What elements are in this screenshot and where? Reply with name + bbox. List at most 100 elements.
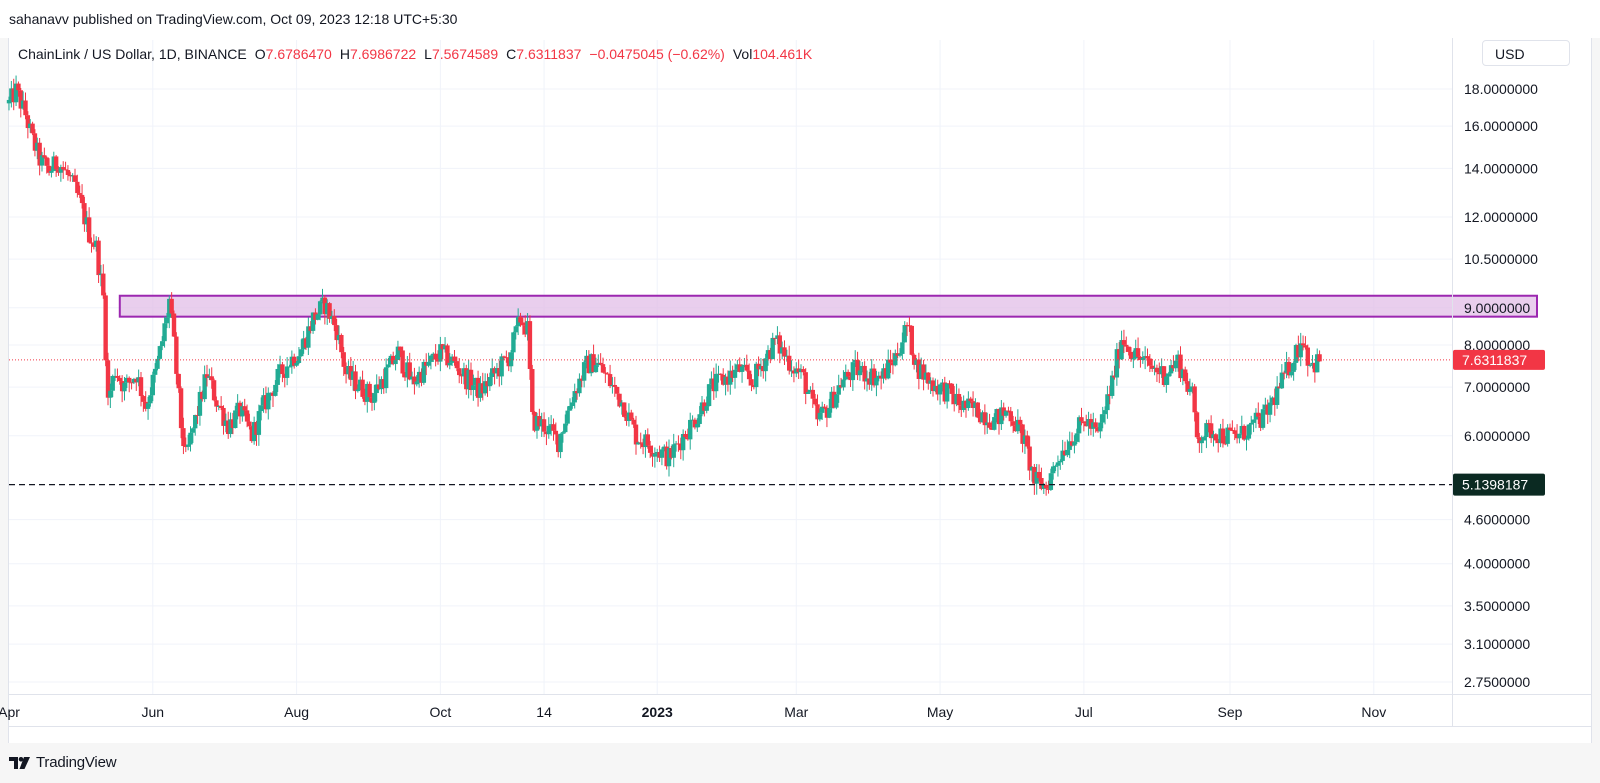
candle-body	[190, 428, 196, 433]
candle-body	[942, 382, 947, 402]
candle-body	[742, 364, 747, 367]
candle-body	[200, 391, 205, 400]
candle-body	[372, 393, 377, 403]
candle-body	[820, 406, 825, 413]
candle-body	[805, 392, 811, 394]
candle-body	[949, 383, 955, 394]
candle-body	[119, 381, 125, 392]
candle-body	[1161, 366, 1167, 386]
candle-body	[869, 368, 874, 385]
x-tick-label: Jul	[1075, 704, 1093, 720]
candle-body	[574, 391, 580, 394]
candle-body	[902, 325, 907, 343]
candle-body	[657, 452, 662, 458]
candle-body	[1223, 443, 1228, 445]
candle-body	[454, 361, 460, 369]
resistance-zone-rect[interactable]	[118, 294, 1538, 318]
candle-body	[732, 369, 738, 378]
publish-header: sahanavv published on TradingView.com, O…	[0, 0, 1600, 38]
candle-body	[112, 375, 118, 377]
low-value: 7.5674589	[431, 46, 499, 62]
candle-body	[447, 362, 452, 366]
x-tick-label: May	[927, 704, 953, 720]
candle-body	[414, 381, 419, 385]
candle-body	[18, 90, 23, 109]
candle-body	[876, 375, 881, 378]
candle-body	[886, 359, 891, 379]
candle-body	[117, 377, 122, 382]
candle-body	[1105, 394, 1110, 411]
tradingview-logo[interactable]: TradingView	[9, 754, 117, 772]
candle-body	[1133, 348, 1138, 359]
candle-body	[860, 365, 865, 371]
candle-body	[197, 391, 203, 416]
candle-body	[405, 362, 410, 378]
candle-body	[975, 402, 980, 418]
candle-body	[1015, 419, 1021, 432]
candle-body	[1112, 375, 1117, 378]
candle-body	[1232, 430, 1237, 434]
candle-body	[973, 402, 978, 408]
candle-body	[438, 344, 443, 362]
candle-body	[893, 353, 898, 366]
candle-body	[688, 419, 693, 440]
candle-body	[58, 167, 64, 173]
candle-body	[310, 312, 316, 331]
candle-body	[855, 359, 860, 376]
candle-body	[650, 452, 655, 457]
candle-body	[603, 372, 608, 374]
candle-body	[1152, 367, 1157, 369]
currency-selector-button[interactable]: USD	[1482, 40, 1570, 66]
candle-body	[763, 358, 768, 372]
low-label: L	[424, 46, 432, 62]
candle-body	[1241, 425, 1247, 440]
candle-body	[82, 203, 87, 225]
candle-body	[897, 353, 903, 356]
support-level-label-bg	[1453, 473, 1545, 496]
candle-body	[1067, 441, 1072, 450]
candle-body	[259, 405, 264, 412]
symbol-title[interactable]: ChainLink / US Dollar, 1D, BINANCE	[18, 46, 247, 62]
candle-body	[1277, 386, 1282, 389]
chart-frame[interactable]	[8, 38, 1592, 743]
candle-body	[754, 363, 759, 388]
candle-body	[1237, 433, 1242, 439]
candle-body	[1145, 356, 1150, 359]
candle-body	[864, 378, 870, 382]
candle-body	[1296, 345, 1301, 358]
candle-body	[435, 359, 441, 362]
candle-body	[1315, 354, 1320, 373]
candle-body	[374, 384, 379, 394]
candle-body	[553, 430, 559, 435]
candle-body	[343, 366, 349, 375]
candle-body	[1166, 373, 1171, 377]
candle-body	[169, 298, 174, 314]
high-value: 7.6986722	[349, 46, 417, 62]
y-tick-label: 7.0000000	[1464, 379, 1530, 395]
candle-body	[584, 355, 589, 363]
x-tick-label: Apr	[0, 704, 20, 720]
candle-body	[91, 243, 97, 247]
x-tick-label: Nov	[1361, 704, 1386, 720]
x-tick-label: Sep	[1218, 704, 1243, 720]
candle-body	[383, 367, 389, 389]
resistance-zone-layer[interactable]	[118, 294, 1538, 318]
candle-body	[671, 444, 676, 458]
candle-body	[35, 142, 40, 151]
candle-body	[329, 316, 335, 319]
candle-body	[98, 273, 104, 276]
candle-body	[725, 376, 731, 385]
candle-body	[1227, 427, 1233, 431]
candle-body	[138, 377, 144, 397]
candle-body	[482, 381, 488, 394]
candle-body	[1225, 427, 1230, 444]
candle-body	[358, 379, 363, 390]
candle-body	[127, 377, 132, 383]
candle-body	[546, 425, 551, 435]
candle-body	[909, 325, 914, 355]
candle-body	[1175, 354, 1181, 361]
close-value: 7.6311837	[516, 46, 582, 62]
candle-body	[930, 380, 936, 392]
candle-body	[1084, 423, 1089, 427]
